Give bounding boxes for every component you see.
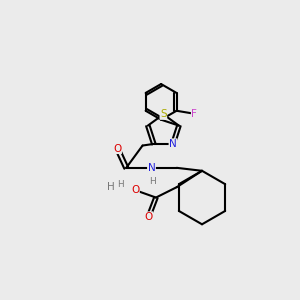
Text: O: O (144, 212, 153, 222)
Text: N: N (169, 139, 177, 149)
Text: H: H (117, 180, 124, 189)
Text: O: O (113, 143, 122, 154)
Text: N: N (148, 163, 155, 173)
Text: H: H (107, 182, 115, 192)
Text: H: H (149, 177, 155, 186)
Text: O: O (131, 185, 139, 195)
Text: S: S (160, 109, 167, 119)
Text: F: F (191, 109, 197, 119)
